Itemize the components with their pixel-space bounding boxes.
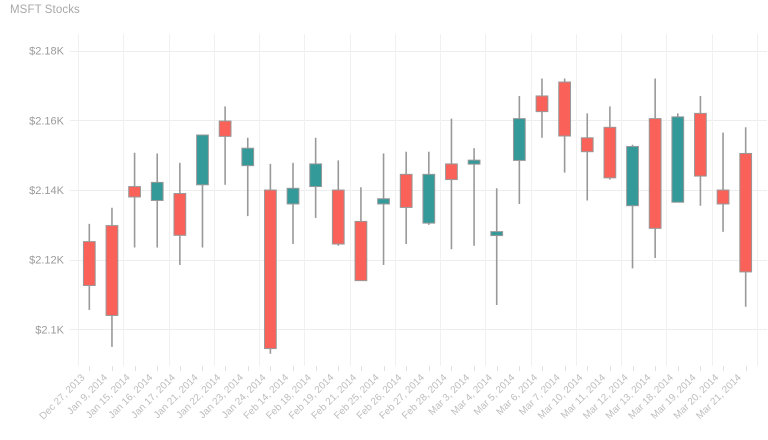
y-axis-labels-group: $2.18K $2.16K $2.14K $2.12K $2.1K xyxy=(29,46,65,337)
candlestick[interactable] xyxy=(286,162,300,245)
candle-body-bullish xyxy=(241,147,255,167)
candle-body-bullish xyxy=(671,116,685,203)
candle-body-bearish xyxy=(399,173,413,208)
candlestick[interactable] xyxy=(648,78,662,258)
candle-body-bearish xyxy=(128,186,141,198)
candle-body-bearish xyxy=(558,81,572,137)
candle-body-bullish xyxy=(467,159,481,165)
candlestick[interactable] xyxy=(671,113,685,203)
candlestick[interactable] xyxy=(241,137,255,217)
candlestick[interactable] xyxy=(739,127,753,307)
candlestick[interactable] xyxy=(354,187,368,282)
candle-body-bearish xyxy=(82,241,96,287)
candlestick[interactable] xyxy=(263,163,277,354)
candlestick[interactable] xyxy=(377,153,390,265)
candle-body-bearish xyxy=(263,189,277,350)
candlestick[interactable] xyxy=(309,137,323,218)
candlestick[interactable] xyxy=(603,106,617,180)
candlestick[interactable] xyxy=(150,153,164,248)
candle-body-bearish xyxy=(354,220,368,282)
candlestick[interactable] xyxy=(196,134,209,248)
candle-body-bearish xyxy=(648,118,662,229)
x-axis-ticks-group xyxy=(89,366,747,371)
candlestick[interactable] xyxy=(399,151,413,245)
candlestick[interactable] xyxy=(558,78,572,173)
candlestick[interactable] xyxy=(626,144,639,269)
candlestick[interactable] xyxy=(467,148,481,246)
y-axis-tick-label: $2.14K xyxy=(29,185,65,197)
y-axis-tick-label: $2.1K xyxy=(35,324,64,336)
candlestick[interactable] xyxy=(580,113,594,201)
candlestick[interactable] xyxy=(716,132,730,232)
candle-body-bearish xyxy=(173,193,187,236)
candle-body-bearish xyxy=(218,120,232,137)
vertical-gridlines-group xyxy=(78,34,758,366)
candlestick[interactable] xyxy=(105,207,119,347)
candle-body-bullish xyxy=(490,231,504,237)
y-axis-tick-label: $2.12K xyxy=(29,255,65,267)
candle-body-bearish xyxy=(716,189,730,205)
candlestick[interactable] xyxy=(331,160,345,246)
candle-body-bearish xyxy=(105,225,119,316)
candle-body-bullish xyxy=(309,163,323,188)
candle-body-bullish xyxy=(422,173,436,224)
candle-body-bullish xyxy=(626,145,639,207)
candle-body-bearish xyxy=(445,163,458,181)
candle-body-bearish xyxy=(580,137,594,153)
y-axis-tick-label: $2.18K xyxy=(29,46,65,58)
chart-title: MSFT Stocks xyxy=(10,4,80,16)
candle-body-bullish xyxy=(196,134,209,186)
candle-body-bearish xyxy=(603,126,617,179)
candle-body-bullish xyxy=(286,187,300,205)
candlestick[interactable] xyxy=(218,106,232,185)
candle-body-bullish xyxy=(377,198,390,205)
candle-body-bearish xyxy=(694,112,707,177)
candle-body-bearish xyxy=(739,152,753,273)
candlestick[interactable] xyxy=(173,162,187,265)
candle-body-bearish xyxy=(535,95,549,113)
candlestick[interactable] xyxy=(445,118,458,250)
gridlines-group xyxy=(70,51,767,330)
candlestick[interactable] xyxy=(490,188,504,306)
candle-body-bullish xyxy=(512,118,526,161)
candlestick[interactable] xyxy=(422,151,436,225)
candlestick[interactable] xyxy=(535,78,549,138)
candlestick[interactable] xyxy=(128,152,141,248)
candlestick[interactable] xyxy=(694,95,707,206)
candle-body-bullish xyxy=(150,181,164,201)
candlestick[interactable] xyxy=(82,223,96,310)
candles-group xyxy=(82,78,753,354)
candlestick[interactable] xyxy=(512,95,526,204)
y-axis-tick-label: $2.16K xyxy=(29,115,65,127)
candle-body-bearish xyxy=(331,189,345,245)
